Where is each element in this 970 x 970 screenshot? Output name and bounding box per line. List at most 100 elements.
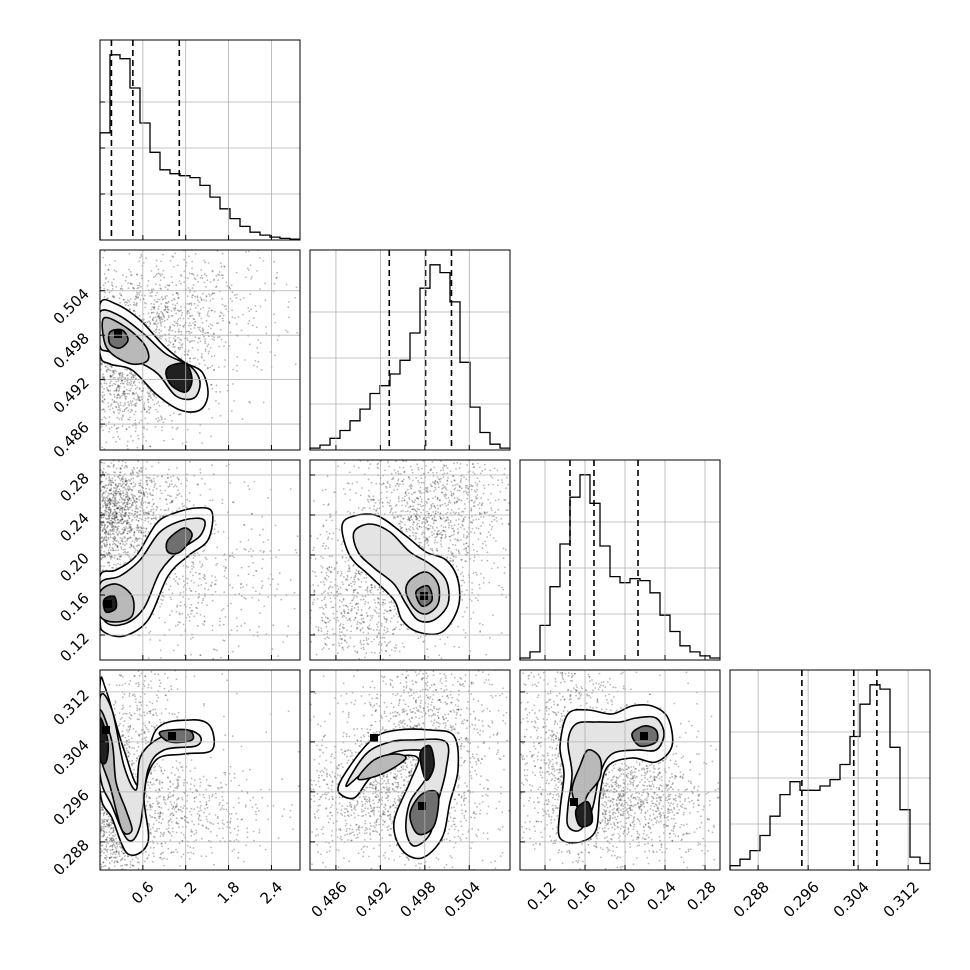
scatter-point <box>125 275 128 278</box>
scatter-point <box>116 485 119 488</box>
scatter-point <box>294 549 297 551</box>
scatter-point <box>128 252 131 255</box>
scatter-point <box>465 550 467 552</box>
scatter-point <box>220 265 223 268</box>
scatter-point <box>127 521 130 524</box>
scatter-point <box>160 508 162 511</box>
scatter-point <box>159 485 162 487</box>
scatter-point <box>397 479 399 482</box>
scatter-point <box>137 526 140 529</box>
scatter-point <box>156 311 159 314</box>
scatter-point <box>108 500 111 503</box>
scatter-point <box>440 540 442 542</box>
scatter-point <box>133 499 136 502</box>
scatter-point <box>150 510 152 513</box>
scatter-point <box>360 598 362 601</box>
scatter-point <box>312 601 314 604</box>
scatter-point <box>436 481 439 484</box>
scatter-point <box>491 515 494 517</box>
scatter-point <box>347 482 350 485</box>
scatter-point <box>102 256 105 259</box>
axes-frame-2-0 <box>99 459 301 661</box>
scatter-point <box>120 512 122 515</box>
scatter-point <box>397 485 400 487</box>
scatter-point <box>135 497 138 500</box>
scatter-point <box>153 306 156 309</box>
scatter-point <box>466 484 468 487</box>
scatter-point <box>454 544 457 547</box>
scatter-point <box>114 483 117 486</box>
scatter-point <box>202 597 205 600</box>
scatter-point <box>463 528 466 530</box>
scatter-point <box>130 493 133 496</box>
scatter-point <box>126 480 129 482</box>
scatter-point <box>149 630 152 633</box>
scatter-point <box>502 557 505 560</box>
scatter-point <box>156 411 159 413</box>
scatter-point <box>463 476 465 479</box>
scatter-point <box>121 374 124 377</box>
scatter-point <box>338 644 341 647</box>
scatter-point <box>114 471 116 474</box>
scatter-point <box>163 276 166 279</box>
scatter-point <box>157 268 160 271</box>
scatter-point <box>466 535 468 537</box>
scatter-point <box>100 480 103 483</box>
scatter-point <box>483 487 486 489</box>
scatter-point <box>125 301 127 303</box>
scatter-point <box>106 368 108 371</box>
scatter-point <box>144 535 147 538</box>
scatter-point <box>133 309 135 312</box>
scatter-point <box>196 483 199 485</box>
scatter-point <box>243 481 246 483</box>
scatter-point <box>201 353 203 355</box>
scatter-point <box>149 522 152 525</box>
scatter-point <box>188 312 191 314</box>
scatter-point <box>436 541 439 544</box>
scatter-point <box>152 511 155 514</box>
scatter-point <box>218 274 221 277</box>
scatter-point <box>222 623 225 626</box>
scatter-point <box>373 585 376 587</box>
scatter-point <box>176 292 179 294</box>
scatter-point <box>223 565 225 568</box>
scatter-point <box>221 303 224 306</box>
scatter-point <box>172 297 175 300</box>
scatter-point <box>167 507 170 510</box>
scatter-point <box>155 487 158 490</box>
scatter-point <box>259 288 261 290</box>
scatter-point <box>100 565 103 567</box>
scatter-point <box>427 471 430 474</box>
scatter-point <box>135 392 138 394</box>
scatter-point <box>348 568 350 570</box>
scatter-point <box>110 557 112 560</box>
scatter-point <box>430 504 433 506</box>
scatter-point <box>429 524 432 527</box>
scatter-point <box>477 518 480 521</box>
scatter-point <box>104 365 107 367</box>
scatter-point <box>127 287 130 290</box>
scatter-point <box>322 525 325 528</box>
scatter-point <box>124 505 127 507</box>
scatter-point <box>293 607 296 610</box>
scatter-point <box>215 523 217 526</box>
scatter-point <box>457 528 459 530</box>
scatter-point <box>112 370 115 373</box>
scatter-point <box>438 532 440 535</box>
scatter-point <box>101 362 103 365</box>
scatter-point <box>161 298 164 301</box>
scatter-point <box>350 607 353 610</box>
scatter-point <box>120 515 122 517</box>
scatter-point <box>138 396 141 399</box>
scatter-point <box>116 416 119 419</box>
scatter-point <box>122 382 125 385</box>
scatter-point <box>324 622 327 624</box>
scatter-point <box>363 621 366 623</box>
scatter-point <box>128 523 131 526</box>
scatter-point <box>127 530 129 533</box>
scatter-point <box>250 555 253 558</box>
scatter-point <box>418 519 421 522</box>
scatter-point <box>121 484 123 487</box>
scatter-point <box>176 322 179 325</box>
